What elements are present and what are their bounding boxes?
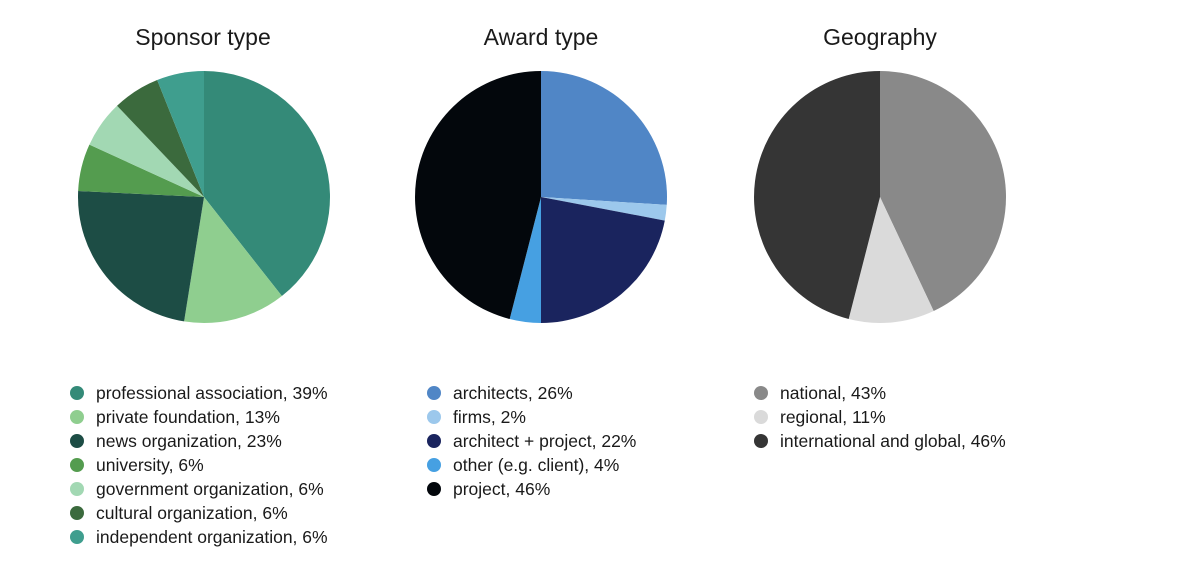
legend-label: independent organization, 6%: [96, 526, 328, 547]
legend-item: architects, 26%: [427, 381, 636, 405]
legend-swatch: [427, 386, 441, 400]
legend-swatch: [427, 410, 441, 424]
pie-slice-international-and-global: [754, 71, 880, 320]
legend-item: national, 43%: [754, 381, 1006, 405]
legend-label: news organization, 23%: [96, 430, 282, 451]
pie-slice-university: [78, 144, 204, 197]
legend-swatch: [70, 506, 84, 520]
geography-legend: national, 43% regional, 11% international …: [754, 381, 1006, 453]
pie-slice-professional-association: [204, 71, 330, 297]
pie-slice-private-foundation: [184, 197, 282, 324]
legend-swatch: [70, 458, 84, 472]
legend-label: professional association, 39%: [96, 382, 328, 403]
pie-slice-government-organization: [89, 105, 204, 197]
award-type-legend: architects, 26% firms, 2% architect + proj…: [427, 381, 636, 501]
legend-item: government organization, 6%: [70, 477, 328, 501]
sponsor-type-title: Sponsor type: [135, 24, 271, 50]
legend-swatch: [70, 410, 84, 424]
legend-swatch: [70, 482, 84, 496]
pie-slice-cultural-organization: [117, 80, 204, 197]
legend-swatch: [70, 434, 84, 448]
legend-item: architect + project, 22%: [427, 429, 636, 453]
legend-label: government organization, 6%: [96, 478, 324, 499]
pie-slice-national: [880, 71, 1007, 312]
pie-slice-regional: [848, 197, 934, 323]
pie-slice-independent-organization: [157, 71, 204, 197]
geography-pie: [754, 71, 1007, 323]
legend-item: firms, 2%: [427, 405, 636, 429]
legend-item: university, 6%: [70, 453, 328, 477]
legend-swatch: [70, 386, 84, 400]
legend-label: architects, 26%: [453, 382, 573, 403]
legend-label: national, 43%: [780, 382, 887, 403]
legend-label: architect + project, 22%: [453, 430, 637, 451]
legend-item: news organization, 23%: [70, 429, 328, 453]
legend-item: regional, 11%: [754, 405, 1006, 429]
legend-swatch: [70, 530, 84, 544]
legend-item: independent organization, 6%: [70, 525, 328, 549]
award-type-title: Award type: [483, 24, 599, 50]
legend-swatch: [754, 410, 768, 424]
pie-slice-other-e-g-client: [509, 197, 541, 323]
legend-item: private foundation, 13%: [70, 405, 328, 429]
legend-item: project, 46%: [427, 477, 636, 501]
legend-label: firms, 2%: [453, 406, 526, 427]
legend-label: regional, 11%: [780, 406, 886, 427]
sponsor-type-legend: professional association, 39% private fou…: [70, 381, 328, 549]
legend-label: international and global, 46%: [780, 430, 1006, 451]
legend-item: international and global, 46%: [754, 429, 1006, 453]
legend-swatch: [754, 434, 768, 448]
legend-label: university, 6%: [96, 454, 204, 475]
legend-swatch: [427, 434, 441, 448]
pie-slice-architects: [541, 71, 667, 205]
pie-slice-firms: [541, 197, 667, 221]
legend-label: private foundation, 13%: [96, 406, 280, 427]
legend-swatch: [754, 386, 768, 400]
legend-item: professional association, 39%: [70, 381, 328, 405]
legend-label: cultural organization, 6%: [96, 502, 288, 523]
legend-item: cultural organization, 6%: [70, 501, 328, 525]
geography-title: Geography: [823, 24, 937, 50]
legend-label: project, 46%: [453, 478, 551, 499]
sponsor-type-pie: [77, 71, 330, 324]
award-type-pie: [415, 71, 667, 323]
legend-label: other (e.g. client), 4%: [453, 454, 620, 475]
legend-swatch: [427, 482, 441, 496]
legend-swatch: [427, 458, 441, 472]
legend-item: other (e.g. client), 4%: [427, 453, 636, 477]
pie-slice-news-organization: [77, 191, 204, 322]
pie-slice-architect-project: [541, 197, 665, 323]
pie-slice-project: [415, 71, 541, 320]
